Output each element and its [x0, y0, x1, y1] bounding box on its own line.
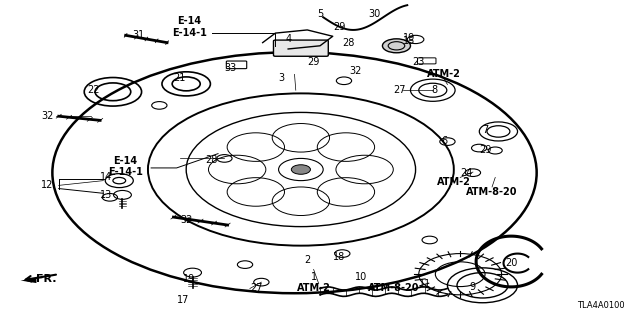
- Text: 30: 30: [368, 9, 380, 19]
- FancyBboxPatch shape: [273, 40, 328, 56]
- Text: ATM-8-20: ATM-8-20: [467, 187, 518, 197]
- Text: E-14
E-14-1: E-14 E-14-1: [108, 156, 143, 177]
- Circle shape: [291, 165, 310, 174]
- Text: 29: 29: [333, 22, 346, 32]
- Text: 10: 10: [355, 272, 367, 282]
- Text: 28: 28: [205, 155, 218, 165]
- Text: 23: 23: [413, 57, 425, 67]
- Text: 27: 27: [250, 284, 262, 293]
- Text: 3: 3: [278, 73, 285, 83]
- Text: TLA4A0100: TLA4A0100: [577, 301, 624, 310]
- Text: 5: 5: [317, 9, 323, 19]
- Text: ATM-2: ATM-2: [437, 177, 471, 187]
- Text: 24: 24: [460, 168, 473, 178]
- Text: ATM-8-20: ATM-8-20: [367, 284, 419, 293]
- Text: 31: 31: [132, 30, 145, 40]
- Text: 29: 29: [479, 146, 492, 156]
- Text: 1: 1: [310, 272, 317, 282]
- Text: 33: 33: [225, 63, 237, 73]
- Text: 9: 9: [470, 282, 476, 292]
- Text: 27: 27: [394, 85, 406, 95]
- Text: ATM-2: ATM-2: [428, 69, 461, 79]
- Text: 32: 32: [349, 66, 361, 76]
- FancyBboxPatch shape: [417, 58, 436, 64]
- Text: 13: 13: [100, 190, 113, 200]
- Text: 22: 22: [88, 85, 100, 95]
- Polygon shape: [20, 278, 36, 283]
- Text: 32: 32: [41, 111, 54, 121]
- Text: 29: 29: [307, 57, 320, 67]
- Text: 15: 15: [403, 36, 415, 46]
- Text: 21: 21: [173, 73, 186, 83]
- Text: 19: 19: [183, 274, 195, 284]
- Text: 20: 20: [505, 258, 517, 268]
- Text: 17: 17: [177, 295, 189, 305]
- Text: ATM-2: ATM-2: [297, 284, 331, 293]
- Text: 32: 32: [180, 215, 193, 225]
- Text: 7: 7: [483, 125, 489, 135]
- Text: 18: 18: [333, 252, 345, 262]
- Text: 4: 4: [285, 35, 291, 44]
- Circle shape: [383, 39, 410, 53]
- Text: 14: 14: [100, 172, 113, 182]
- Text: 6: 6: [441, 136, 447, 146]
- Text: 28: 28: [342, 38, 355, 48]
- Text: 19: 19: [403, 33, 415, 43]
- Text: 11: 11: [419, 279, 431, 289]
- Text: 12: 12: [41, 180, 54, 190]
- Text: FR.: FR.: [36, 274, 56, 284]
- Text: E-14
E-14-1: E-14 E-14-1: [172, 16, 207, 37]
- Text: 8: 8: [431, 85, 438, 95]
- Text: 2: 2: [304, 255, 310, 265]
- FancyBboxPatch shape: [227, 61, 246, 69]
